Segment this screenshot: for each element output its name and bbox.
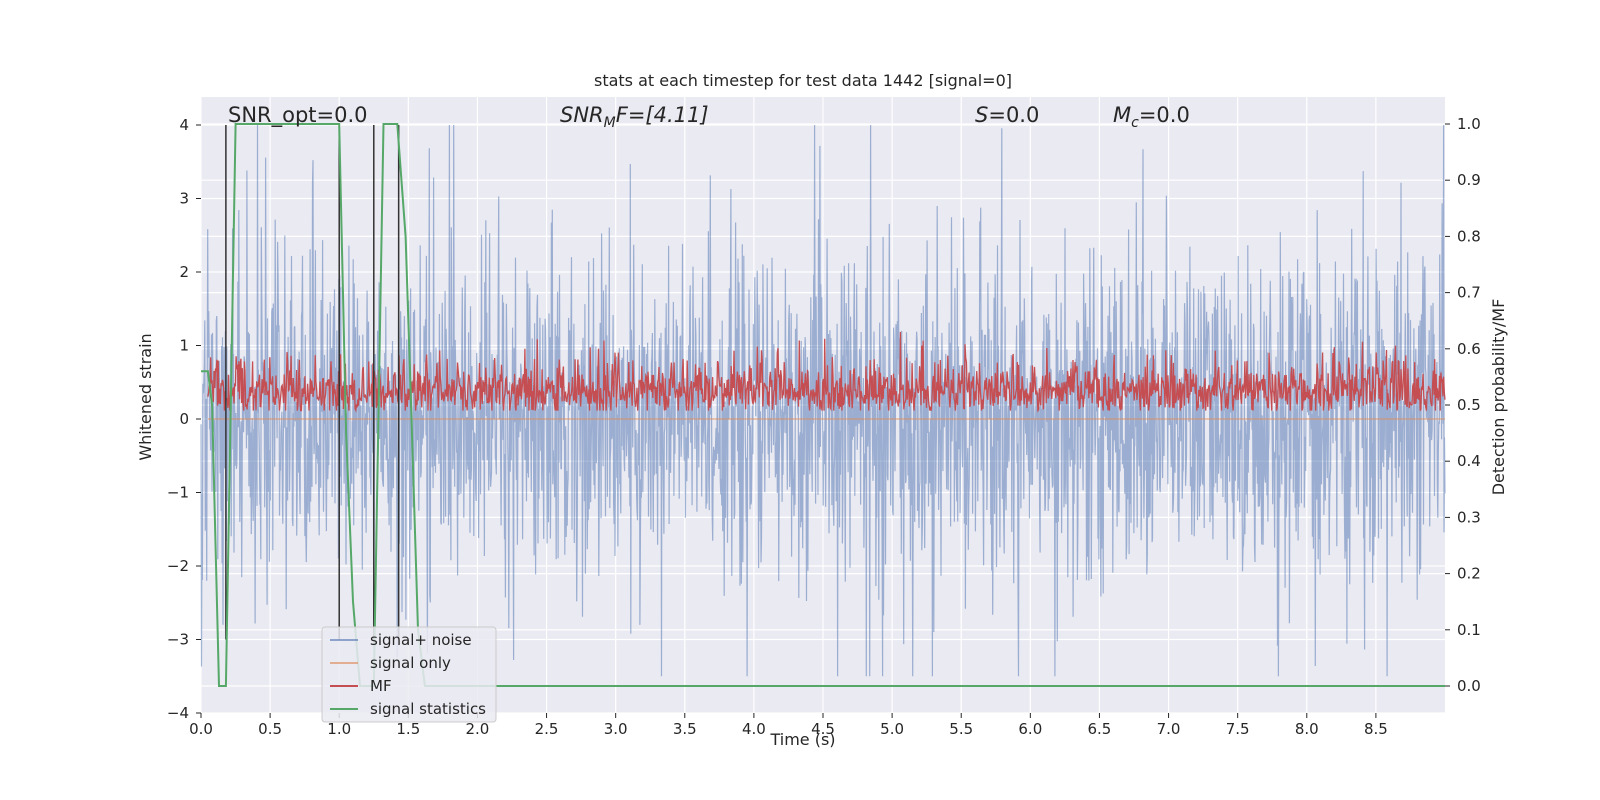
x-tick-label: 8.5 <box>1364 720 1388 738</box>
annotation-mc-main: M <box>1113 103 1131 127</box>
y-tick-label-left: 4 <box>179 116 189 134</box>
y-tick-label-right: 1.0 <box>1457 115 1481 133</box>
y-ticks-right: 1.0 0.9 0.8 0.7 0.6 0.5 0.4 0.3 0.2 0.1 0.0 <box>1445 115 1481 695</box>
y-tick-label-right: 0.8 <box>1457 227 1481 245</box>
legend-box <box>321 626 497 723</box>
chart-title: stats at each timestep for test data 144… <box>594 71 1012 90</box>
x-tick-label: 5.5 <box>949 720 973 738</box>
vertical-markers <box>225 125 400 640</box>
annotation-snr-mf-main: SNR <box>560 103 604 127</box>
y-tick-label-left: −4 <box>167 704 189 722</box>
annotation-s: S=0.0 <box>975 103 1039 127</box>
y-tick-label-left: 0 <box>179 410 189 428</box>
x-tick-label: 1.5 <box>396 720 420 738</box>
x-tick-label: 3.0 <box>604 720 628 738</box>
y-ticks-left: 4 3 2 1 0 −1 −2 −3 −4 <box>167 116 201 722</box>
stats-line <box>201 123 1445 687</box>
x-tick-label: 2.0 <box>466 720 490 738</box>
x-tick-label: 2.5 <box>535 720 559 738</box>
y-tick-label-left: 3 <box>179 190 189 208</box>
series-signal-noise <box>200 124 1446 677</box>
series-signal-statistics <box>201 123 1445 687</box>
x-tick-label: 5.0 <box>880 720 904 738</box>
y-axis-label-right: Detection probability/MF <box>1489 299 1508 496</box>
y-tick-label-right: 0.0 <box>1457 677 1481 695</box>
y-tick-label-left: −1 <box>167 484 189 502</box>
x-tick-label: 8.0 <box>1295 720 1319 738</box>
x-tick-label: 1.0 <box>327 720 351 738</box>
legend-label-signal-noise: signal+ noise <box>370 631 472 649</box>
y-tick-label-left: −3 <box>167 631 189 649</box>
x-tick-label: 3.5 <box>673 720 697 738</box>
y-axis-label-left: Whitened strain <box>136 333 155 460</box>
annotation-mc-sub: c <box>1131 115 1139 131</box>
y-tick-label-right: 0.4 <box>1457 452 1481 470</box>
x-axis-label: Time (s) <box>769 730 835 749</box>
legend-label-mf: MF <box>370 677 392 695</box>
annotation-s-rest: =0.0 <box>988 103 1039 127</box>
y-tick-label-right: 0.2 <box>1457 565 1481 583</box>
annotation-mc-rest: =0.0 <box>1139 103 1190 127</box>
x-tick-label: 7.0 <box>1157 720 1181 738</box>
x-ticks: 0.0 0.5 1.0 1.5 2.0 2.5 3.0 3.5 4.0 4.5 5.0 5.5 6.0 6… <box>189 713 1388 738</box>
annotation-snr-opt: SNR_opt=0.0 <box>228 103 368 128</box>
annotation-snr-mf-sub: M <box>604 115 616 131</box>
x-tick-label: 7.5 <box>1226 720 1250 738</box>
noise-line <box>200 124 1446 677</box>
x-tick-label: 0.5 <box>258 720 282 738</box>
series-mf <box>207 331 1446 413</box>
annotation-s-main: S <box>975 103 988 127</box>
annotation-mc: Mc=0.0 <box>1113 103 1190 131</box>
y-tick-label-right: 0.5 <box>1457 396 1481 414</box>
annotation-snr-mf: SNRMF=[4.11] <box>560 103 709 131</box>
y-tick-label-left: 1 <box>179 337 189 355</box>
x-tick-label: 0.0 <box>189 720 213 738</box>
annotation-snr-mf-rest: F=[4.11] <box>616 103 709 127</box>
y-tick-label-left: −2 <box>167 557 189 575</box>
legend-label-signal-only: signal only <box>370 654 451 672</box>
y-tick-label-right: 0.9 <box>1457 171 1481 189</box>
legend-label-signal-statistics: signal statistics <box>370 700 486 718</box>
y-tick-label-right: 0.3 <box>1457 508 1481 526</box>
mf-line <box>207 331 1446 413</box>
x-tick-label: 6.5 <box>1088 720 1112 738</box>
y-tick-label-right: 0.1 <box>1457 621 1481 639</box>
x-tick-label: 4.0 <box>742 720 766 738</box>
x-tick-label: 4.5 <box>811 720 835 738</box>
y-tick-label-right: 0.7 <box>1457 284 1481 302</box>
y-tick-label-right: 0.6 <box>1457 340 1481 358</box>
legend: signal+ noise signal only MF signal stat… <box>321 626 497 723</box>
x-tick-label: 6.0 <box>1018 720 1042 738</box>
y-tick-label-left: 2 <box>179 263 189 281</box>
